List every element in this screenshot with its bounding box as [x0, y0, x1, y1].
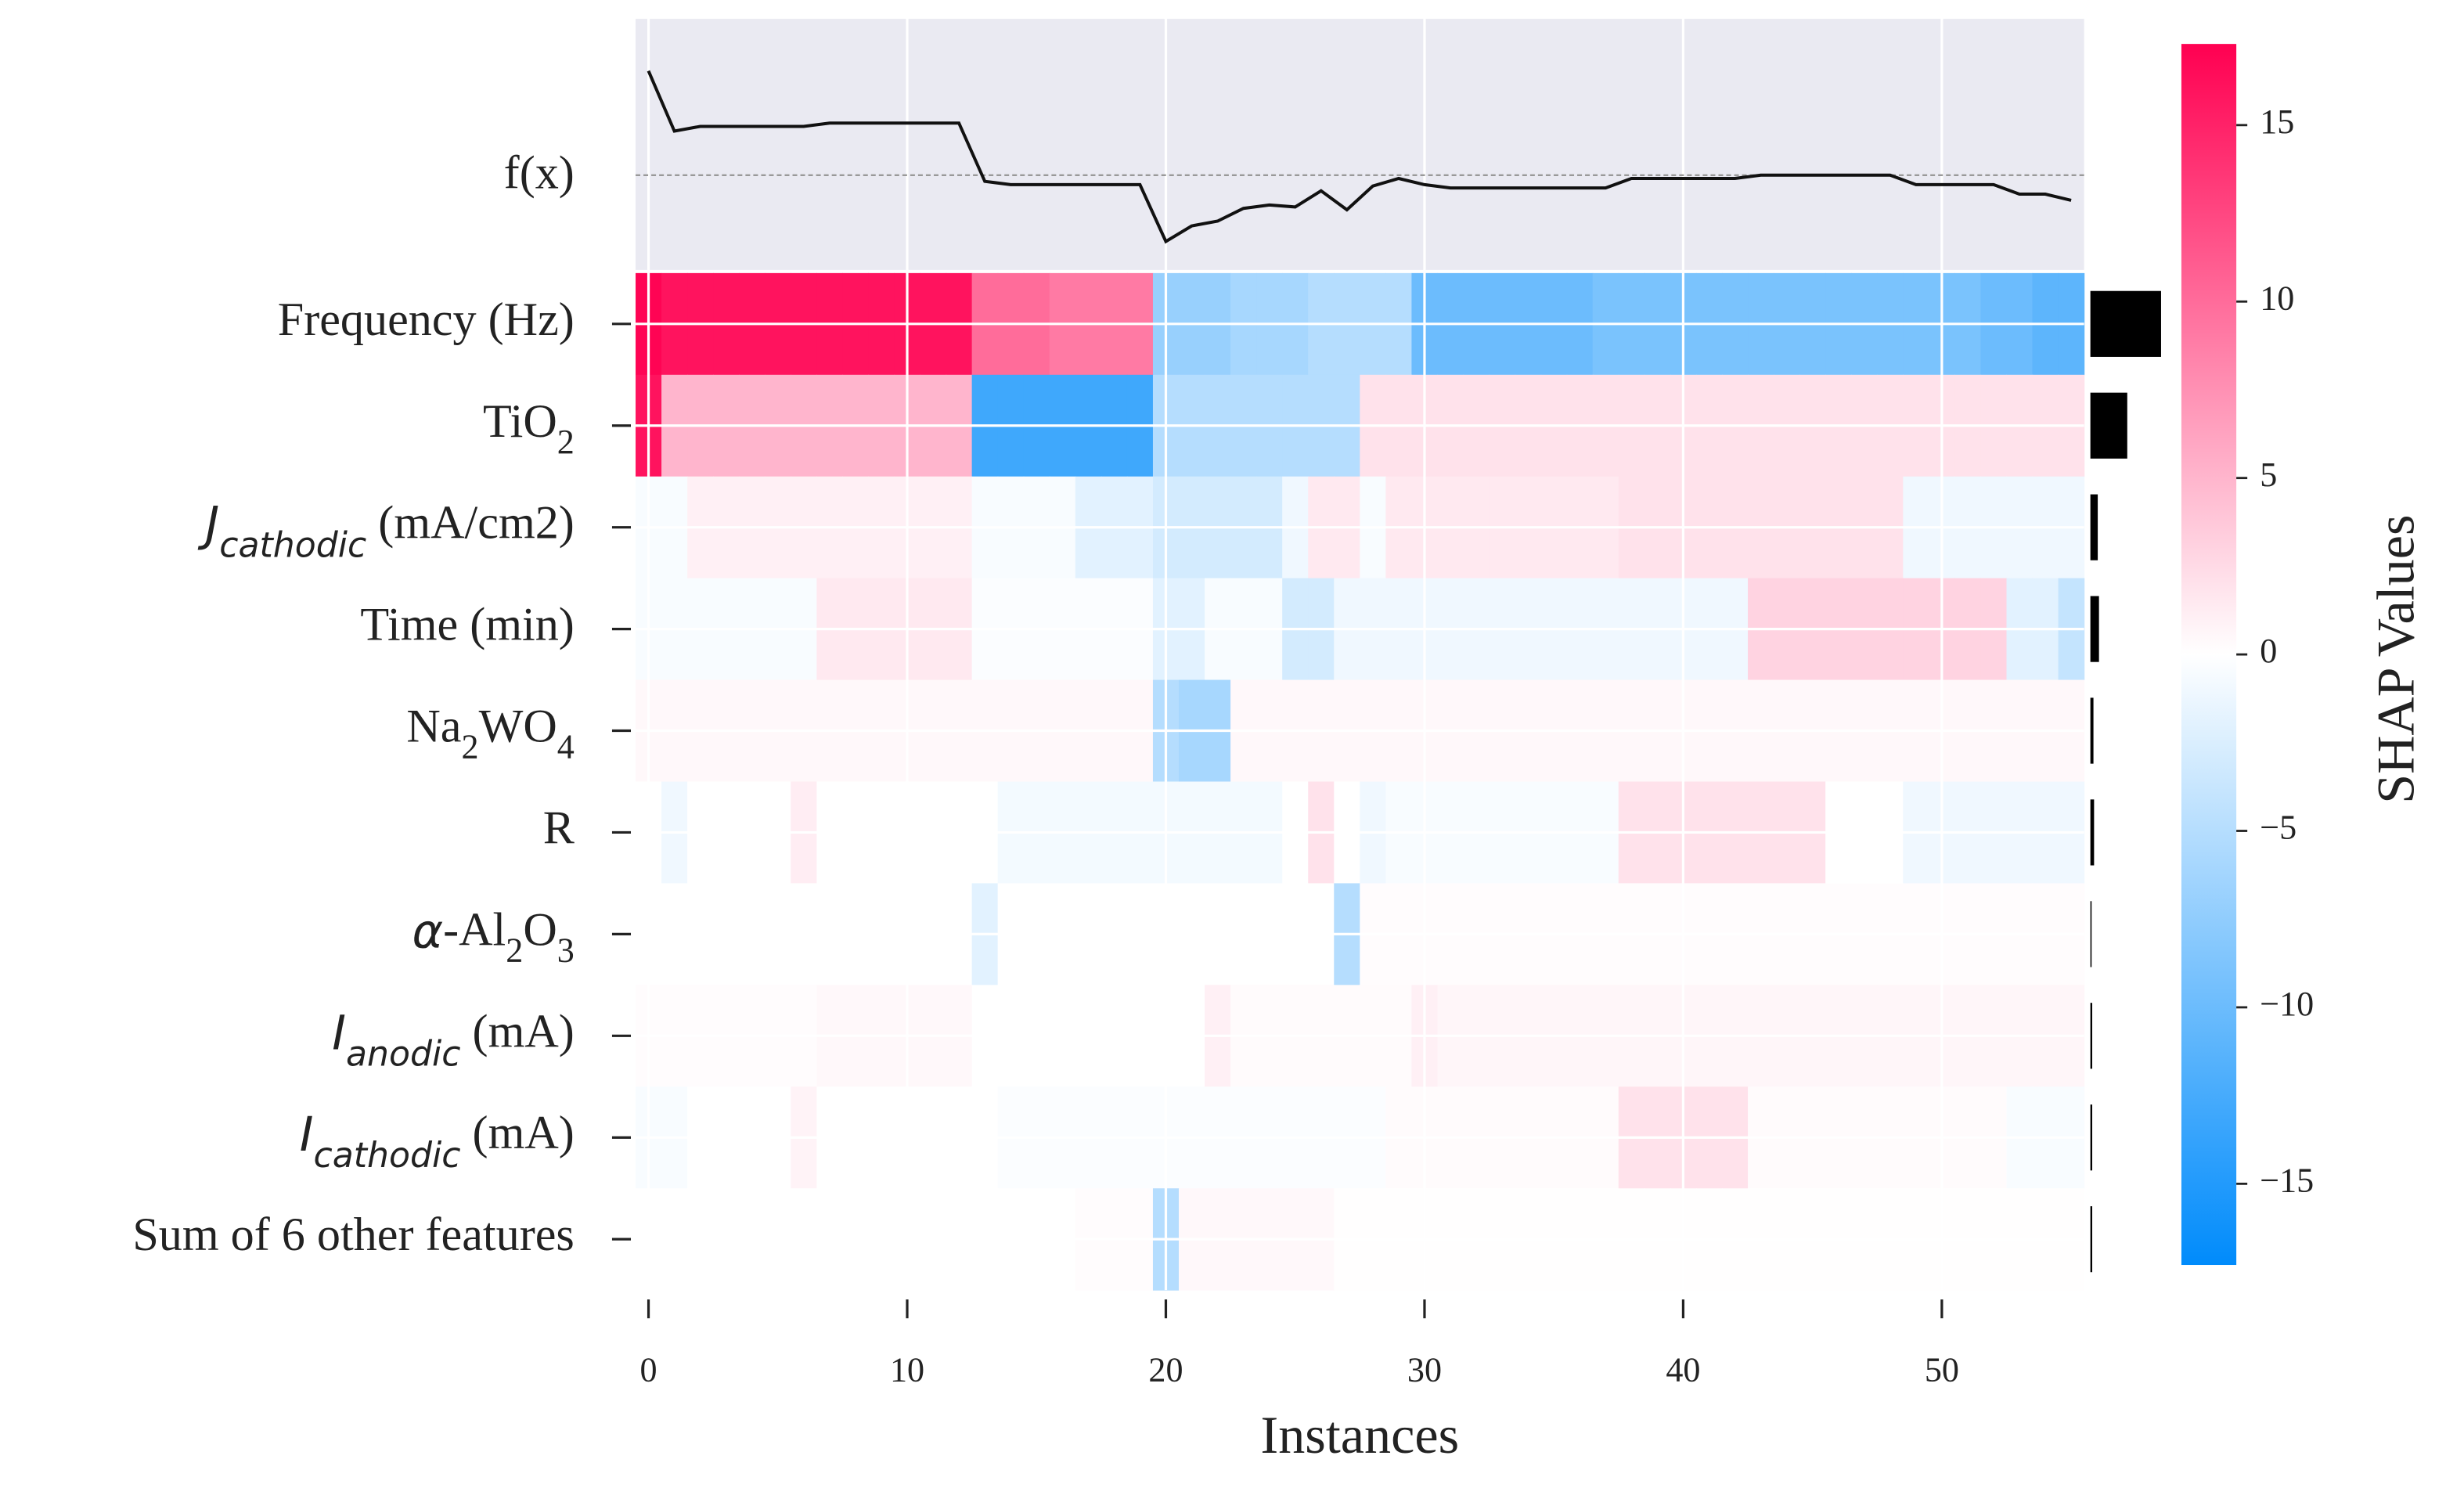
- row-label-part: J: [197, 497, 219, 552]
- row-label-part: Sum of 6 other features: [132, 1209, 575, 1261]
- fx-label: f(x): [504, 146, 575, 199]
- row-label: Na2WO4: [406, 700, 574, 766]
- importance-bar: [2090, 1206, 2093, 1273]
- row-label-part: cathodic: [219, 525, 366, 565]
- row-label: α-Al2O3: [412, 903, 574, 969]
- row-label-part: Frequency (Hz): [278, 294, 575, 346]
- row-label-part: I: [332, 1006, 346, 1061]
- colorbar-tick-label: 10: [2260, 279, 2294, 317]
- colorbar-tick-label: −10: [2260, 985, 2314, 1023]
- row-label: Time (min): [360, 598, 574, 650]
- row-label-part: cathodic: [313, 1136, 460, 1176]
- row-label: Frequency (Hz): [278, 294, 575, 346]
- x-tick-label: 50: [1925, 1351, 1959, 1389]
- importance-bar: [2090, 596, 2099, 662]
- row-label-part: TiO: [483, 395, 557, 448]
- colorbar-label: SHAP Values: [2365, 514, 2425, 803]
- row-label-part: WO: [479, 700, 557, 752]
- importance-bar: [2090, 1104, 2093, 1171]
- row-label-part: anodic: [346, 1034, 460, 1074]
- x-tick-label: 40: [1666, 1351, 1700, 1389]
- x-tick-label: 20: [1148, 1351, 1183, 1389]
- row-label-part: (mA/cm2): [366, 496, 575, 549]
- importance-bar: [2090, 1003, 2093, 1069]
- row-label-part: O: [523, 903, 557, 956]
- row-label: Ianodic (mA): [332, 1005, 575, 1074]
- row-label-part: α: [412, 904, 443, 959]
- row-label-part: 2: [462, 727, 479, 766]
- importance-bar: [2090, 697, 2094, 764]
- row-label: Icathodic (mA): [300, 1107, 575, 1176]
- importance-bar: [2090, 799, 2095, 866]
- row-label-part: Time (min): [360, 598, 574, 650]
- colorbar-tick-label: 0: [2260, 632, 2277, 670]
- x-tick-label: 10: [890, 1351, 924, 1389]
- importance-bar: [2090, 494, 2098, 560]
- row-label-part: -Al: [443, 903, 506, 956]
- row-label-part: (mA): [461, 1107, 575, 1159]
- row-label-part: I: [300, 1108, 314, 1162]
- x-tick-label: 30: [1407, 1351, 1442, 1389]
- colorbar: [2181, 44, 2237, 1266]
- importance-bar: [2090, 290, 2161, 357]
- row-label-part: 4: [557, 727, 575, 766]
- row-label-part: 3: [557, 931, 575, 969]
- importance-bar: [2090, 392, 2127, 459]
- fx-line: [647, 70, 2072, 244]
- row-label: Sum of 6 other features: [132, 1209, 575, 1261]
- x-axis-label: Instances: [1261, 1405, 1460, 1465]
- colorbar-tick-label: 15: [2260, 103, 2294, 141]
- row-label-part: R: [543, 802, 575, 854]
- importance-bar: [2090, 901, 2092, 967]
- row-label: R: [543, 802, 575, 854]
- row-label-part: (mA): [461, 1005, 575, 1057]
- colorbar-tick-label: −15: [2260, 1161, 2314, 1199]
- row-label: TiO2: [483, 395, 575, 461]
- row-label: Jcathodic (mA/cm2): [197, 496, 574, 565]
- row-label-part: Na: [406, 700, 461, 752]
- colorbar-tick-label: 5: [2260, 456, 2277, 494]
- row-label-part: 2: [506, 931, 523, 969]
- fx-panel: [636, 19, 2084, 270]
- colorbar-tick-label: −5: [2260, 809, 2296, 847]
- row-label-part: 2: [557, 422, 575, 460]
- x-tick-label: 0: [640, 1351, 657, 1389]
